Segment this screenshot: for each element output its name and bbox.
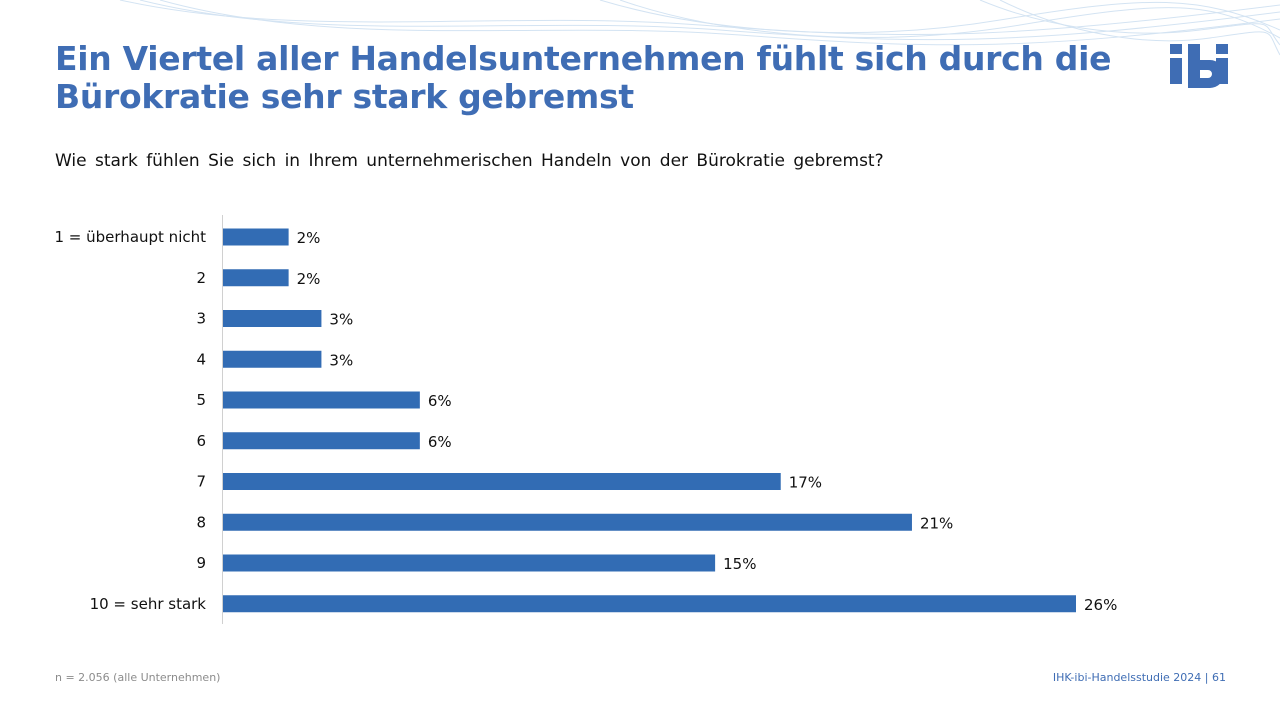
value-label: 2% — [297, 229, 321, 247]
category-label: 4 — [196, 350, 206, 368]
category-label: 8 — [196, 513, 206, 531]
bar — [223, 595, 1076, 613]
value-label: 15% — [723, 555, 756, 573]
category-label: 10 = sehr stark — [90, 595, 207, 613]
bar — [223, 473, 781, 490]
bar — [223, 554, 716, 572]
category-label: 5 — [196, 391, 206, 409]
value-label: 26% — [1084, 596, 1117, 614]
category-label: 1 = überhaupt nicht — [55, 228, 207, 246]
slide-title: Ein Viertel aller Handelsunternehmen füh… — [55, 39, 1112, 116]
bar — [223, 269, 289, 287]
value-label: 6% — [428, 433, 452, 451]
category-label: 9 — [196, 554, 206, 572]
ibi-logo: ibi — [1170, 44, 1228, 88]
sample-size-note: n = 2.056 (alle Unternehmen) — [55, 671, 221, 684]
source-page-number: IHK-ibi-Handelsstudie 2024 | 61 — [1052, 671, 1226, 684]
value-label: 21% — [920, 514, 953, 532]
bar — [223, 513, 912, 531]
value-label: 2% — [297, 270, 321, 288]
bar — [223, 432, 420, 450]
bar — [223, 391, 420, 409]
bar-chart: 1 = überhaupt nicht 2% 2 2% 3 3% 4 3% 5 6% 6 6% 7 17%… — [55, 215, 1117, 624]
category-label: 2 — [196, 269, 206, 287]
bar — [223, 228, 289, 246]
category-label: 3 — [196, 310, 206, 328]
value-label: 17% — [789, 474, 822, 492]
value-label: 6% — [428, 392, 452, 410]
category-label: 6 — [196, 432, 206, 450]
survey-question: Wie stark fühlen Sie sich in Ihrem unter… — [55, 151, 884, 171]
bar — [223, 310, 322, 327]
value-label: 3% — [329, 351, 353, 369]
category-label: 7 — [196, 473, 206, 491]
value-label: 3% — [329, 311, 353, 329]
header-wave-decoration — [119, 0, 1280, 56]
bar — [223, 350, 322, 368]
